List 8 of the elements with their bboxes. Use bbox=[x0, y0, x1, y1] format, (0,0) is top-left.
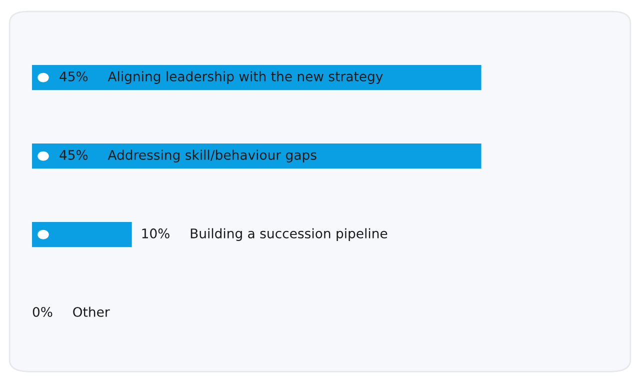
y-tick-label: Other bbox=[73, 306, 110, 317]
data-label: 0% bbox=[32, 306, 52, 317]
data-label: 45% bbox=[60, 150, 88, 160]
y-tick-label: Addressing skill/behaviour gaps bbox=[108, 150, 316, 162]
y-tick-label: Aligning leadership with the new strategy bbox=[108, 71, 383, 84]
data-label: 10% bbox=[142, 228, 170, 238]
y-tick-label: Building a succession pipeline bbox=[190, 228, 388, 241]
data-label: 45% bbox=[60, 71, 88, 82]
